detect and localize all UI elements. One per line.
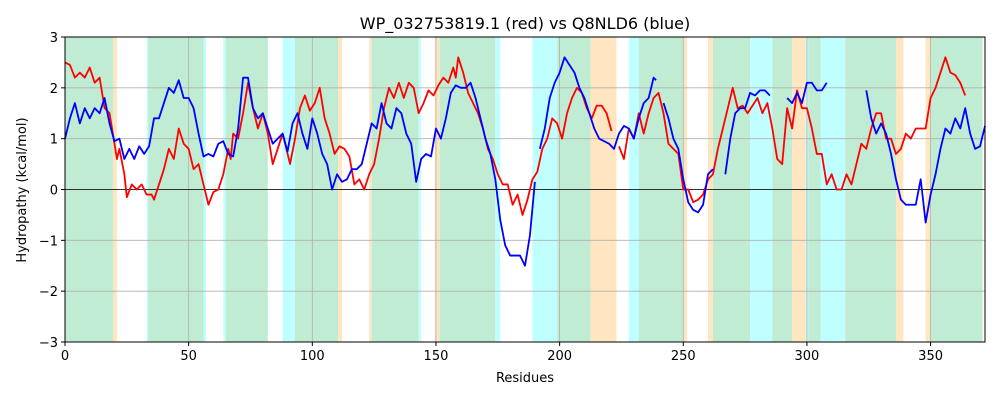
y-tick-label: 0	[50, 184, 58, 199]
y-tick-label: −3	[39, 336, 58, 351]
x-tick-label: 0	[61, 349, 69, 364]
chart-title: WP_032753819.1 (red) vs Q8NLD6 (blue)	[360, 14, 690, 34]
y-tick-label: −1	[39, 234, 58, 249]
series-line	[724, 89, 771, 175]
series-line	[64, 76, 536, 267]
x-tick-label: 250	[671, 349, 696, 364]
x-tick-label: 50	[180, 349, 197, 364]
series-line	[64, 56, 613, 216]
series-line	[662, 102, 714, 214]
y-tick-label: 3	[50, 31, 58, 46]
x-tick-label: 100	[300, 349, 325, 364]
plot-frame	[64, 36, 986, 343]
series-line	[618, 56, 967, 204]
x-tick-label: 350	[918, 349, 943, 364]
y-tick-label: 1	[50, 133, 58, 148]
series-line	[786, 81, 828, 104]
x-tick-label: 200	[547, 349, 572, 364]
x-tick-label: 300	[795, 349, 820, 364]
series-line	[865, 90, 986, 224]
y-tick-label: −2	[39, 285, 58, 300]
series-line	[538, 56, 657, 150]
y-axis-label: Hydropathy (kcal/mol)	[15, 117, 30, 262]
x-axis-label: Residues	[496, 371, 554, 386]
y-tick-label: 2	[50, 82, 58, 97]
x-tick-label: 150	[424, 349, 449, 364]
